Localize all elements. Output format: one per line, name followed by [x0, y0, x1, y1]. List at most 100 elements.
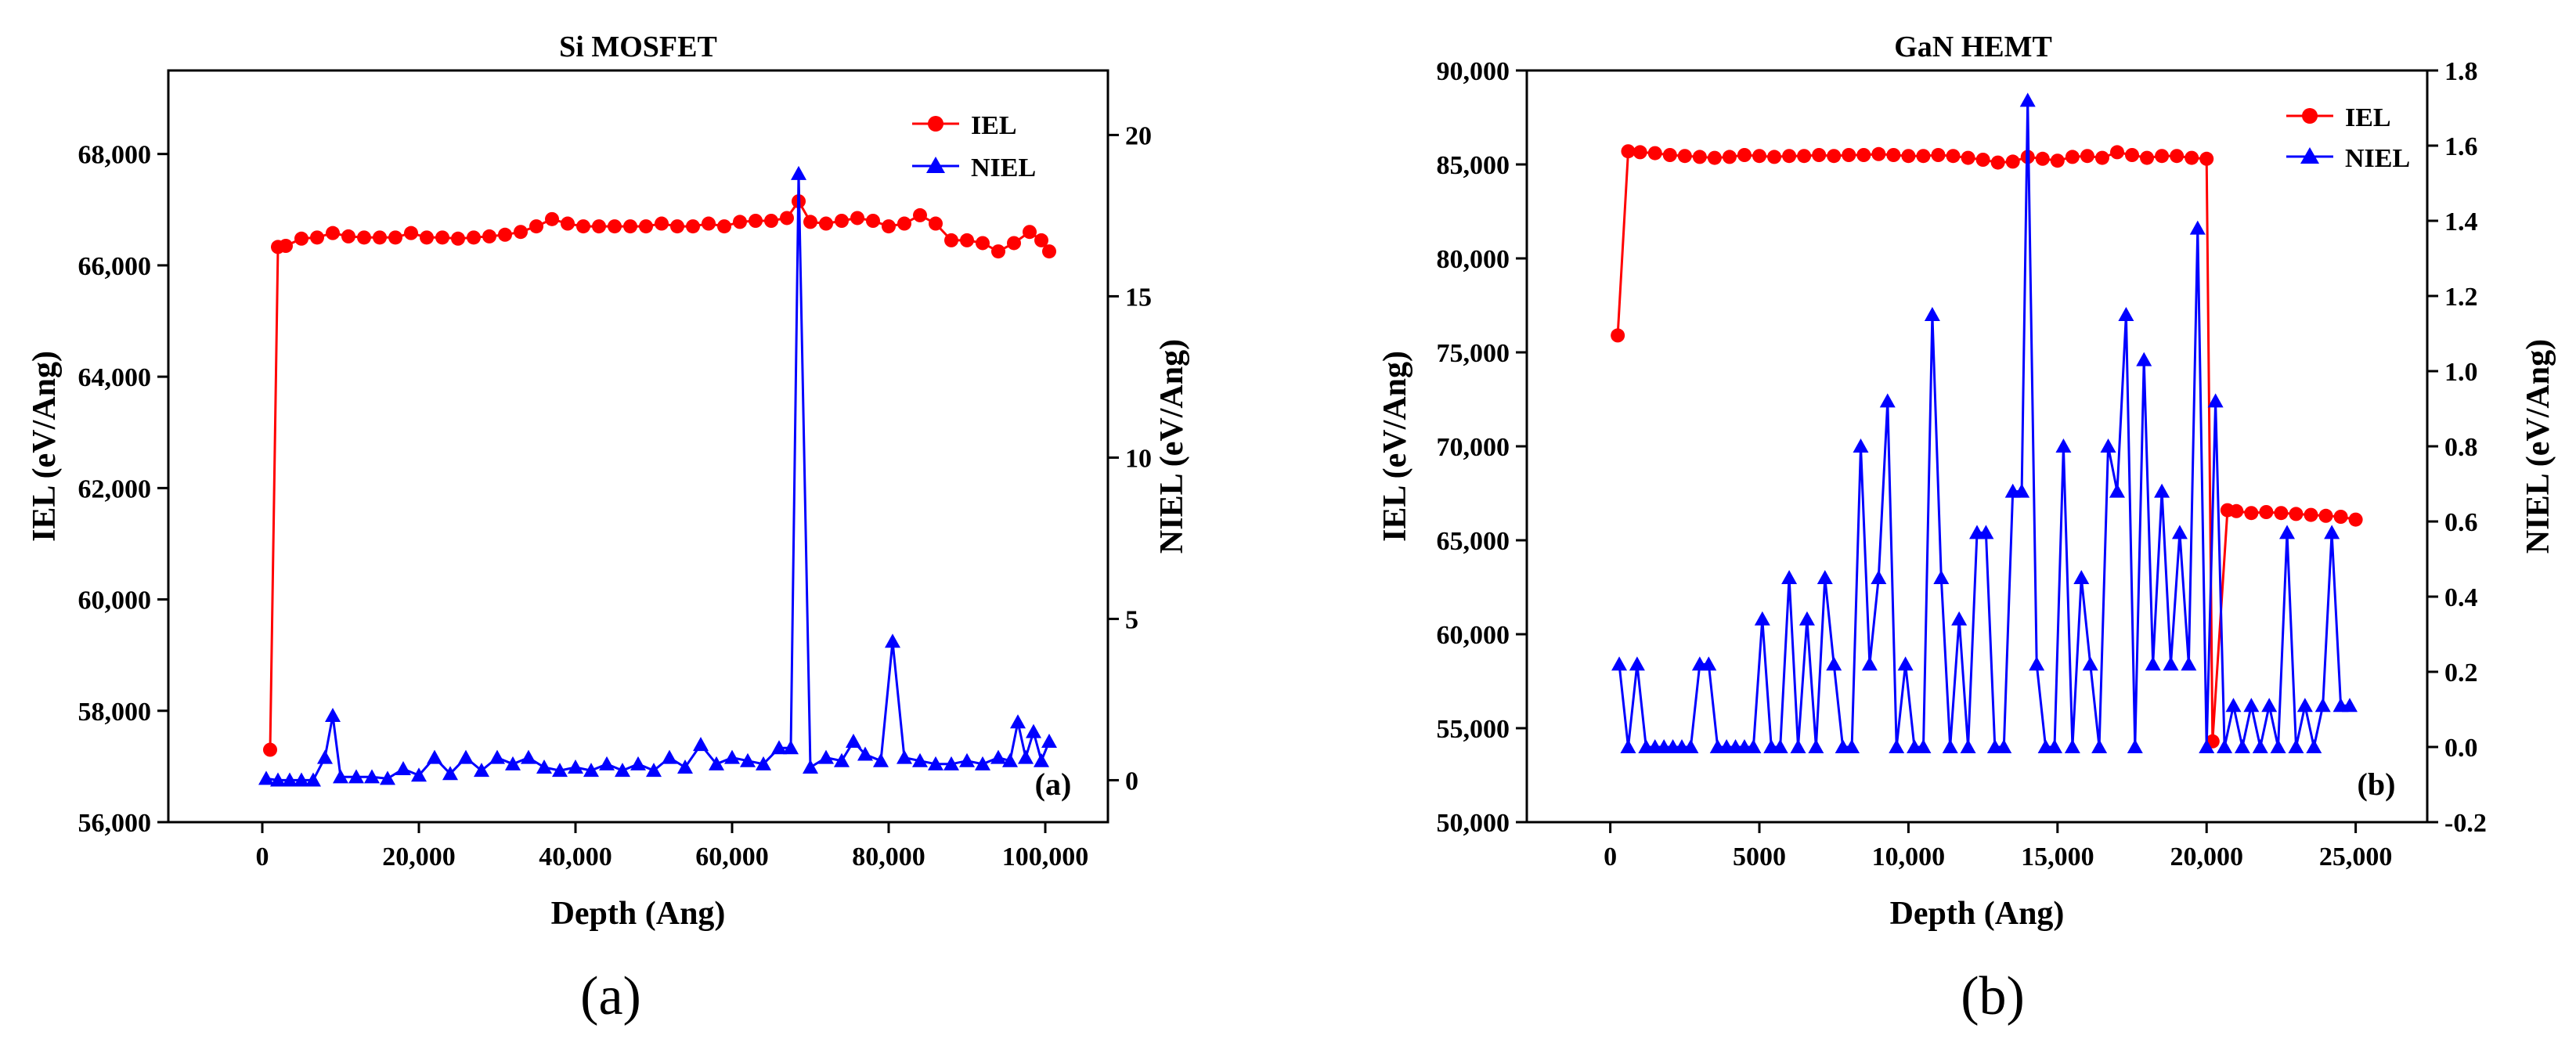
chart-b-niel-series — [1611, 92, 2358, 753]
chart-a-niel-point — [959, 752, 975, 767]
chart-a-y-left-label: IEL (eV/Ang) — [27, 351, 63, 542]
chart-b-y-right-tick-label: 0.0 — [2444, 734, 2478, 763]
chart-a-iel-point — [341, 229, 355, 244]
chart-b-y-left-tick-label: 50,000 — [1437, 809, 1510, 838]
chart-a-iel-point — [764, 214, 778, 228]
chart-a-iel-point — [819, 216, 833, 231]
chart-a-iel-point — [592, 219, 606, 234]
chart-b-niel-point — [1879, 393, 1896, 408]
chart-a-niel-point — [791, 165, 806, 180]
chart-a-iel-point — [717, 219, 731, 234]
chart-b-iel-point — [2259, 505, 2274, 519]
chart-b-iel-point — [1752, 149, 1767, 164]
chart-a-iel-point — [326, 226, 340, 240]
chart-a-iel-point — [749, 214, 763, 228]
chart-a-legend: IEL NIEL — [912, 111, 1036, 182]
chart-a-y-left-tick-label: 56,000 — [78, 809, 152, 838]
chart-a-niel-point — [294, 772, 309, 787]
chart-b-iel-point — [1677, 149, 1692, 164]
chart-b-iel-point — [2109, 145, 2124, 160]
chart-a-x-tick-label: 80,000 — [852, 843, 925, 871]
chart-a-niel-point — [599, 756, 615, 770]
chart-b-iel-point — [2199, 151, 2214, 166]
chart-a-iel-point — [388, 230, 402, 245]
chart-a-iel-point — [897, 216, 911, 231]
chart-a-niel-point — [756, 756, 771, 770]
chart-b-y-right-tick-label: -0.2 — [2444, 809, 2487, 838]
chart-b-iel-point — [1886, 148, 1901, 162]
chart-b-iel-point — [2244, 506, 2259, 521]
chart-b-iel-point — [1611, 328, 1625, 343]
chart-a-iel-point — [294, 231, 308, 246]
chart-a-iel-point — [850, 211, 864, 226]
chart-a-x-ticks: 0 20,000 40,000 60,000 80,000 100,000 — [256, 822, 1088, 871]
chart-b-niel-point — [1790, 739, 1806, 753]
chart-a-niel-point — [857, 746, 873, 761]
chart-a-niel-point — [803, 759, 818, 774]
chart-a-niel-point — [615, 763, 630, 778]
chart-a-niel-point — [912, 752, 928, 767]
chart-a-niel-point — [846, 733, 861, 748]
chart-panel-a: Si MOSFET 0 20,000 40,000 60,000 80,000 100,0… — [27, 31, 1190, 1027]
chart-b-niel-point — [1844, 739, 1860, 753]
chart-b-iel-point — [1856, 148, 1871, 162]
chart-b-y-left-tick-label: 85,000 — [1437, 151, 1510, 180]
chart-b-niel-point — [1611, 656, 1628, 671]
chart-b-y-left-tick-label: 70,000 — [1437, 433, 1510, 462]
chart-b-iel-point — [1737, 148, 1752, 162]
chart-b-niel-point — [1772, 739, 1788, 753]
chart-b-iel-line — [1616, 150, 2356, 743]
chart-b-niel-point — [1871, 570, 1887, 584]
chart-b-iel-point — [2050, 153, 2065, 168]
chart-b-legend: IEL NIEL — [2286, 103, 2410, 173]
chart-b-y-right-tick-label: 0.8 — [2444, 433, 2478, 462]
chart-a-niel-point — [740, 752, 756, 767]
chart-a-niel-point — [395, 761, 411, 776]
chart-a-legend-iel-marker — [928, 116, 943, 132]
chart-b-iel-point — [2170, 149, 2185, 164]
chart-b-niel-point — [1996, 739, 2012, 753]
chart-b-niel-point — [2217, 739, 2233, 753]
chart-b-niel-point — [2082, 656, 2098, 671]
chart-a-niel-point — [411, 767, 427, 782]
chart-a-niel-line — [265, 172, 1051, 781]
chart-a-title: Si MOSFET — [559, 31, 717, 63]
chart-b-niel-point — [1889, 739, 1905, 753]
chart-a-niel-point — [1010, 714, 1026, 729]
chart-b-niel-point — [1942, 739, 1958, 753]
chart-a-niel-point — [442, 766, 458, 781]
chart-b-iel-point — [2125, 148, 2140, 162]
chart-b-x-axis-label: Depth (Ang) — [1890, 896, 2065, 932]
chart-b-x-tick-label: 5000 — [1733, 843, 1786, 871]
chart-a-iel-point — [976, 236, 990, 251]
chart-a-niel-point — [928, 756, 943, 770]
chart-a-niel-point — [270, 772, 286, 787]
chart-a-iel-point — [435, 230, 449, 245]
chart-a-niel-point — [873, 752, 889, 767]
chart-b-y-left-tick-label: 75,000 — [1437, 339, 1510, 368]
chart-b-niel-point — [2145, 656, 2161, 671]
chart-b-y-right-tick-label: 0.4 — [2444, 583, 2478, 612]
chart-b-iel-point — [2065, 150, 2080, 164]
chart-b-niel-point — [2163, 656, 2179, 671]
chart-b-iel-point — [2080, 149, 2094, 164]
chart-b-niel-point — [1629, 656, 1645, 671]
chart-b-niel-point — [2279, 525, 2296, 539]
chart-b-niel-point — [2127, 739, 2143, 753]
chart-a-iel-point — [623, 219, 637, 234]
chart-b-iel-point — [1722, 150, 1737, 164]
chart-b-niel-point — [2019, 92, 2036, 107]
chart-a-iel-point — [670, 219, 684, 234]
chart-a-iel-point — [929, 216, 943, 231]
chart-b-iel-point — [1662, 148, 1677, 162]
chart-a-iel-point — [561, 216, 575, 231]
chart-b-niel-point — [1701, 656, 1717, 671]
chart-b-iel-point — [1961, 150, 1975, 165]
chart-b-iel-point — [1797, 149, 1812, 164]
chart-b-niel-line — [1618, 99, 2350, 749]
chart-b-y-right-tick-label: 0.6 — [2444, 508, 2478, 537]
chart-a-x-tick-label: 40,000 — [539, 843, 612, 871]
chart-a-iel-point — [357, 230, 371, 245]
chart-a-iel-point — [467, 230, 481, 245]
